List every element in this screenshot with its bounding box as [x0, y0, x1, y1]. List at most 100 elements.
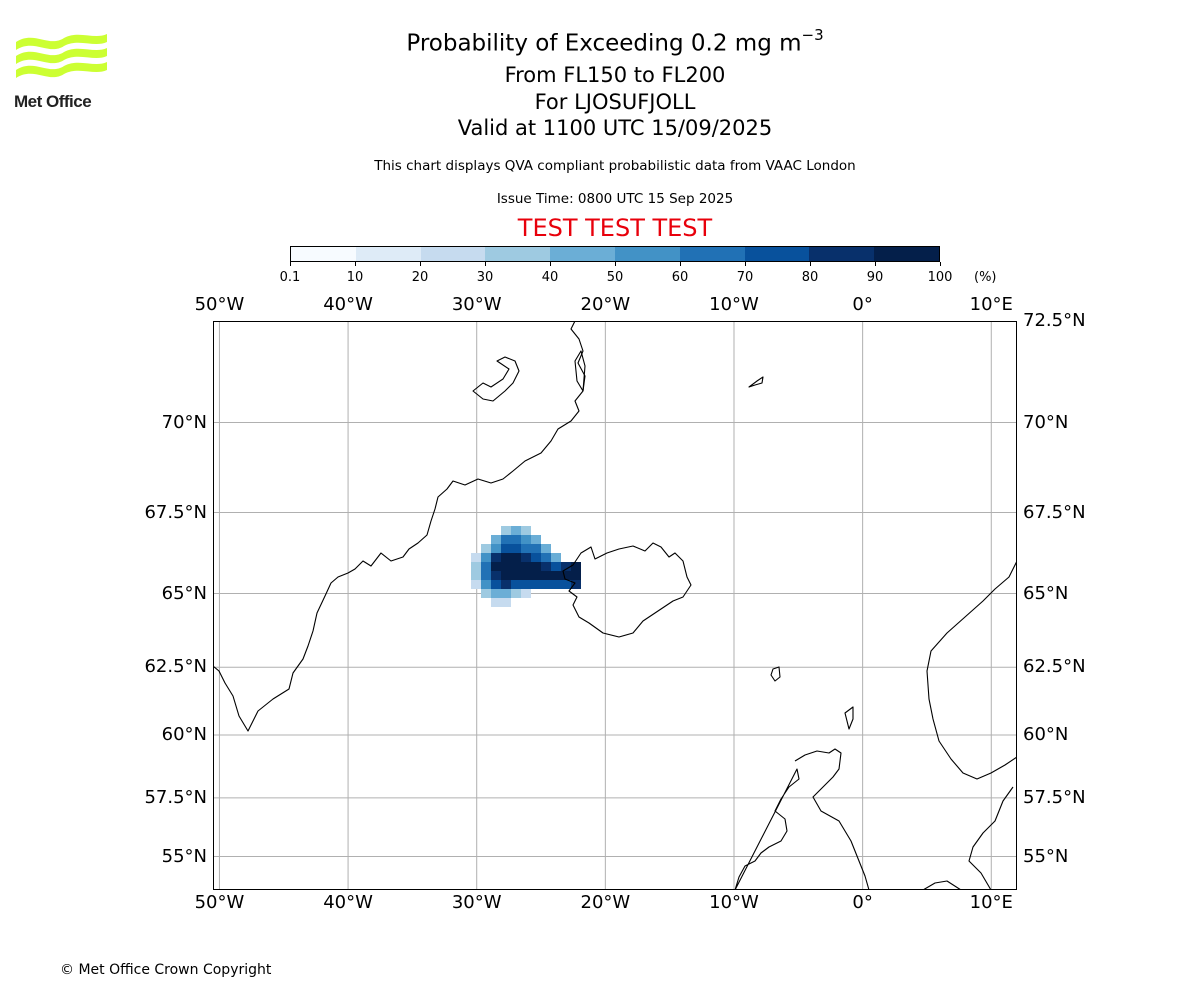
plume-cell: [511, 571, 521, 580]
chart-subtitle: This chart displays QVA compliant probab…: [374, 158, 856, 174]
bottom-longitude-label: 20°W: [580, 892, 631, 913]
top-longitude-label: 20°W: [580, 294, 631, 315]
plume-cell: [531, 553, 541, 562]
colorbar-segment: [355, 247, 421, 261]
plume-cell: [521, 526, 531, 535]
plume-cell: [541, 571, 551, 580]
plume-cell: [481, 553, 491, 562]
colorbar-tick-mark: [614, 262, 616, 266]
plume-cell: [531, 580, 541, 589]
plume-cell: [481, 562, 491, 571]
bottom-longitude-label: 50°W: [194, 892, 245, 913]
plume-cell: [491, 562, 501, 571]
colorbar-segment: [485, 247, 551, 261]
plume-cell: [511, 544, 521, 553]
colorbar-tick-mark: [484, 262, 486, 266]
colorbar-tick-mark: [289, 262, 291, 266]
norway-coastline: [922, 560, 1017, 890]
colorbar-tick-label: 20: [411, 270, 429, 285]
plume-cell: [491, 571, 501, 580]
scotland-coastline: [734, 748, 870, 890]
plume-cell: [491, 553, 501, 562]
plume-cell: [541, 544, 551, 553]
bottom-longitude-label: 10°E: [969, 892, 1013, 913]
left-latitude-label: 62.5°N: [144, 656, 207, 678]
top-longitude-label: 10°E: [969, 294, 1013, 315]
plume-cell: [491, 598, 501, 607]
greenland-fjord-1: [472, 356, 520, 402]
plume-cell: [491, 589, 501, 598]
left-latitude-label: 60°N: [161, 724, 207, 745]
right-latitude-label: 60°N: [1023, 724, 1069, 745]
colorbar-segment: [420, 247, 486, 261]
bottom-longitude-label: 0°: [852, 892, 873, 913]
bottom-longitude-label: 40°W: [323, 892, 373, 913]
plume-cell: [511, 553, 521, 562]
plume-cell: [521, 544, 531, 553]
left-latitude-label: 70°N: [161, 411, 207, 433]
iceland-coastline: [562, 542, 692, 638]
plume-cell: [471, 553, 481, 562]
plume-cell: [551, 562, 561, 571]
plume-cell: [521, 562, 531, 571]
plume-cell: [511, 580, 521, 589]
plume-cell: [501, 598, 511, 607]
plume-cell: [541, 553, 551, 562]
colorbar-segment: [874, 247, 939, 261]
right-latitude-label: 57.5°N: [1023, 786, 1086, 808]
met-office-logo-icon: [16, 34, 107, 78]
colorbar-tick-mark: [744, 262, 746, 266]
issue-time: Issue Time: 0800 UTC 15 Sep 2025: [496, 191, 734, 207]
plume-cell: [501, 589, 511, 598]
top-longitude-label: 0°: [852, 294, 873, 315]
plume-cell: [481, 544, 491, 553]
plume-cell: [561, 571, 571, 580]
greenland-fjord-2: [574, 350, 586, 392]
map-gridlines: [213, 321, 1017, 890]
plume-cell: [571, 580, 581, 589]
colorbar-segment: [614, 247, 680, 261]
colorbar-segment: [550, 247, 615, 261]
plume-cell: [561, 562, 571, 571]
copyright-notice: © Met Office Crown Copyright: [60, 962, 272, 978]
plume-cell: [521, 553, 531, 562]
plume-cell: [531, 544, 541, 553]
bottom-longitude-label: 30°W: [451, 892, 502, 913]
plume-cell: [481, 580, 491, 589]
colorbar-unit: (%): [974, 270, 997, 285]
logo-text: Met Office: [14, 92, 92, 111]
right-latitude-label: 72.5°N: [1023, 310, 1086, 331]
left-latitude-label: 55°N: [161, 845, 207, 867]
colorbar-tick-label: 60: [671, 270, 689, 285]
plume-cell: [501, 571, 511, 580]
colorbar-tick-label: 70: [736, 270, 754, 285]
colorbar-segment: [744, 247, 810, 261]
plume-cell: [481, 589, 491, 598]
left-latitude-label: 57.5°N: [144, 786, 207, 808]
plume-cell: [511, 562, 521, 571]
right-latitude-label: 70°N: [1023, 411, 1069, 433]
right-latitude-label: 62.5°N: [1023, 656, 1086, 678]
colorbar-tick-mark: [874, 262, 876, 266]
greenland-coastline: [213, 321, 586, 732]
left-latitude-label: 67.5°N: [144, 501, 207, 523]
bottom-longitude-label: 10°W: [709, 892, 759, 913]
title-unit-exponent: −3: [801, 26, 824, 44]
plume-cell: [551, 571, 561, 580]
location-title: For LJOSUFJOLL: [534, 90, 696, 114]
colorbar-tick-label: 80: [801, 270, 819, 285]
colorbar-tick-mark: [679, 262, 681, 266]
plume-cell: [571, 562, 581, 571]
colorbar-tick-label: 10: [346, 270, 364, 285]
colorbar-tick-label: 40: [541, 270, 559, 285]
plume-cell: [521, 535, 531, 544]
top-longitude-label: 10°W: [709, 294, 759, 315]
right-latitude-label: 65°N: [1023, 582, 1069, 604]
jan-mayen-coastline: [748, 376, 764, 388]
map: [213, 321, 1017, 890]
left-latitude-label: 65°N: [161, 582, 207, 604]
plume-cell: [501, 553, 511, 562]
plume-cell: [541, 580, 551, 589]
colorbar-tick-label: 30: [476, 270, 494, 285]
colorbar-segment: [809, 247, 875, 261]
